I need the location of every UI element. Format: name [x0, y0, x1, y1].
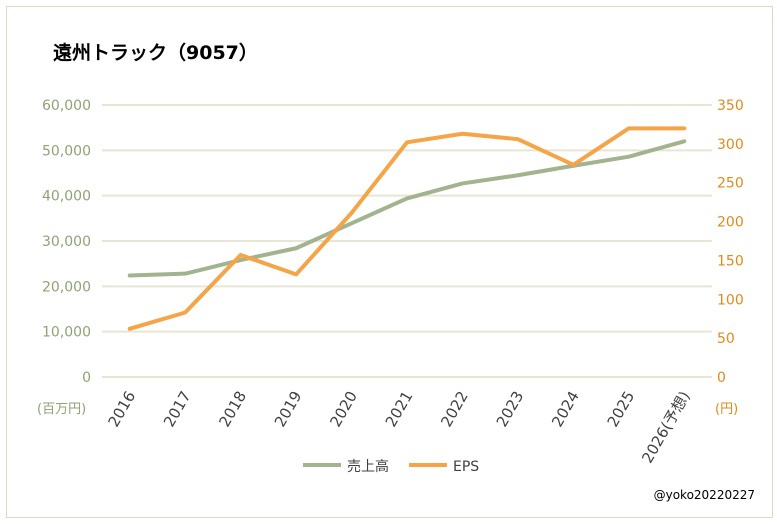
legend-label: 売上高	[347, 458, 389, 475]
left-tick-label: 50,000	[42, 143, 91, 159]
chart: 遠州トラック（9057） 0 10,000 20,000 30,000 40,000 50,…	[37, 41, 755, 502]
annotation: @yoko20220227	[654, 488, 755, 502]
x-tick-label: 2018	[215, 388, 250, 430]
right-tick-label: 350	[717, 98, 744, 114]
x-tick-label: 2017	[160, 388, 195, 430]
x-tick-label: 2022	[437, 388, 472, 430]
x-tick-label: 2025	[604, 388, 639, 430]
left-tick-label: 0	[82, 370, 91, 386]
left-tick-label: 60,000	[42, 98, 91, 114]
x-tick-label: 2019	[271, 388, 306, 430]
right-tick-label: 250	[717, 176, 744, 192]
left-tick-label: 20,000	[42, 279, 91, 295]
right-tick-label: 100	[717, 292, 744, 308]
right-axis-unit: (円)	[715, 402, 738, 417]
x-tick-label: 2016	[105, 388, 140, 430]
legend-label: EPS	[453, 459, 479, 475]
series-line-1	[127, 139, 687, 278]
right-tick-label: 300	[717, 137, 744, 153]
x-tick-label: 2021	[382, 388, 417, 430]
left-tick-label: 10,000	[42, 325, 91, 341]
left-tick-label: 40,000	[42, 189, 91, 205]
chart-frame: 遠州トラック（9057） 0 10,000 20,000 30,000 40,000 50,…	[6, 6, 773, 518]
chart-title: 遠州トラック（9057）	[53, 41, 258, 64]
right-tick-label: 150	[717, 253, 744, 269]
right-tick-label: 200	[717, 215, 744, 231]
series-line-2	[127, 126, 687, 331]
x-tick-label: 2020	[326, 388, 361, 430]
x-tick-label: 2024	[548, 388, 583, 430]
x-tick-label: 2023	[493, 388, 528, 430]
right-tick-label: 50	[717, 331, 735, 347]
left-axis-unit: (百万円)	[37, 402, 86, 417]
left-tick-label: 30,000	[42, 234, 91, 250]
x-tick-label: 2026(予想)	[638, 388, 694, 466]
right-tick-label: 0	[717, 370, 726, 386]
